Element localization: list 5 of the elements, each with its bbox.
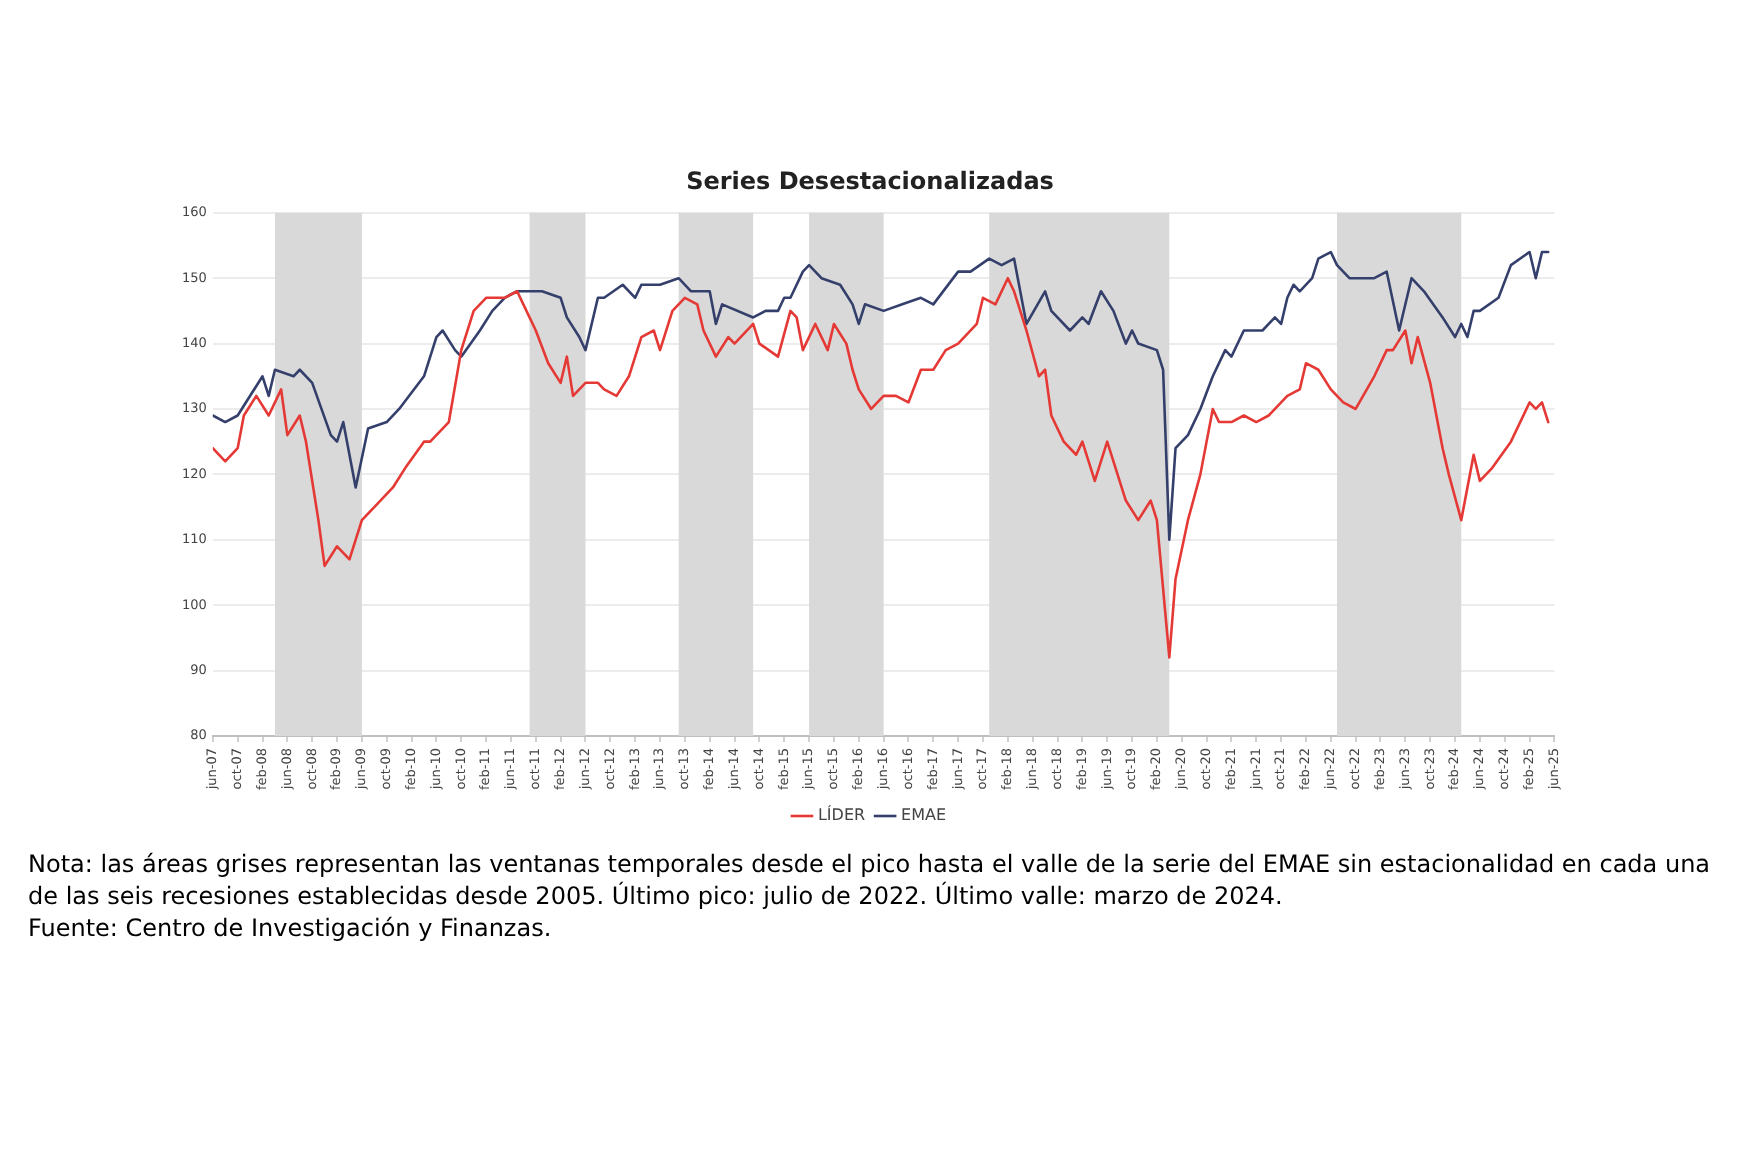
- legend-label: LÍDER: [817, 804, 866, 825]
- legend-label: EMAE: [901, 806, 947, 825]
- source-note: Fuente: Centro de Investigación y Finanzas.: [28, 912, 554, 944]
- text: Nota: las áreas grises representan las ventanas temporales desde el pico hasta el valle de la serie del EMAE sin estacionalidad en cada una de las seis recesiones establecidas desde 2005. Último pico: julio de 2022. Último valle: marzo de 2024.: [28, 848, 1713, 912]
- chart-title: Series Desestacionalizadas: [686, 166, 1054, 195]
